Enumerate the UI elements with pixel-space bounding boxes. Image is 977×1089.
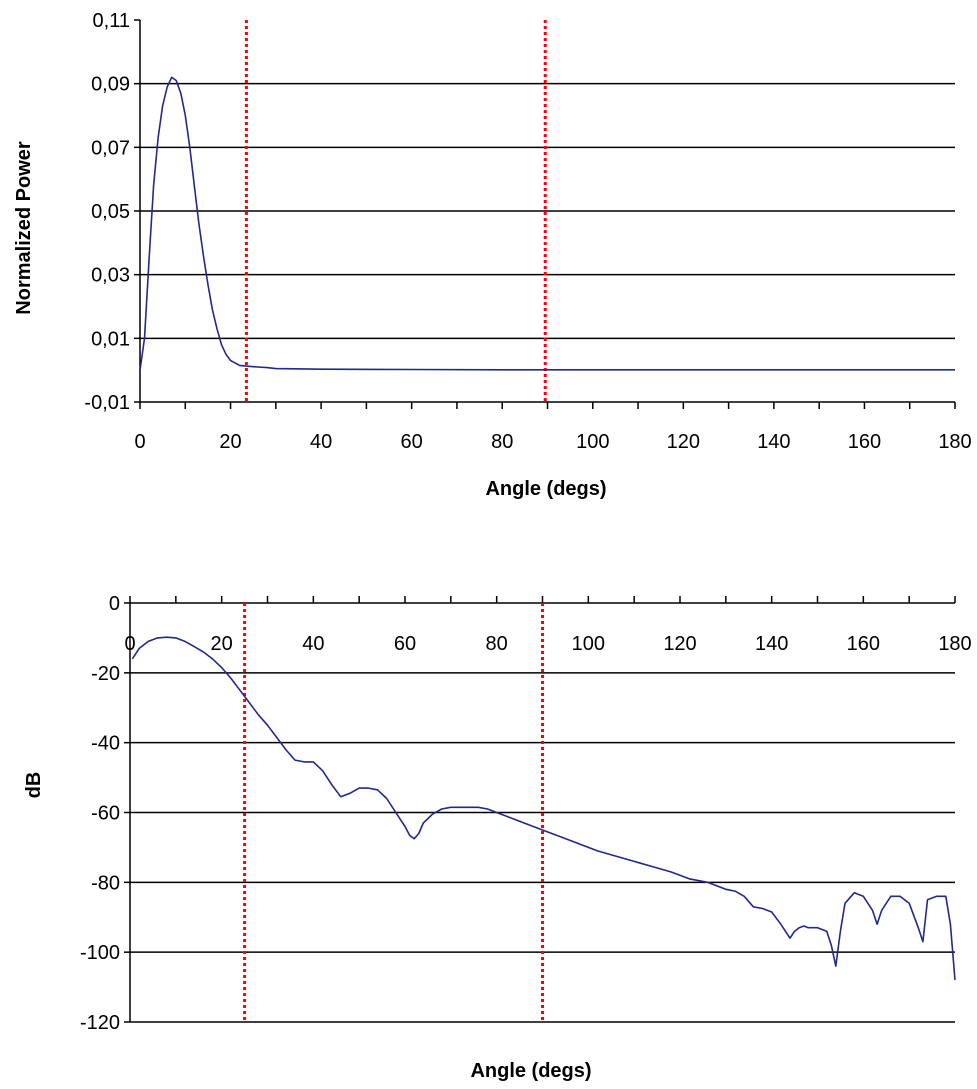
- y-axis-title-power: Normalized Power: [13, 141, 35, 315]
- x-axis-title-power: Angle (degs): [485, 478, 606, 500]
- x-tick-label-db: 180: [938, 633, 971, 655]
- y-tick-label-db: -100: [80, 942, 120, 964]
- x-tick-label-db: 20: [211, 633, 233, 655]
- x-tick-label-power: 20: [219, 431, 241, 453]
- y-tick-label-power: 0,01: [91, 328, 130, 350]
- x-tick-label-power: 120: [667, 431, 700, 453]
- x-tick-label-power: 40: [310, 431, 332, 453]
- x-tick-label-power: 80: [491, 431, 513, 453]
- x-tick-label-power: 140: [757, 431, 790, 453]
- x-tick-label-db: 40: [302, 633, 324, 655]
- y-tick-label-power: -0,01: [84, 392, 130, 414]
- chart-power: -0,01 0,01 0,03 0,05 0,07 0,09 0,11 0 20 40 60 80 10…: [13, 10, 972, 500]
- y-tick-label-power: 0,07: [91, 137, 130, 159]
- x-tick-label-power: 180: [938, 431, 971, 453]
- x-tick-label-power: 0: [134, 431, 145, 453]
- x-tick-label-power: 160: [848, 431, 881, 453]
- series-line-db: [131, 636, 956, 981]
- y-tick-label-power: 0,05: [91, 201, 130, 223]
- y-tick-label-db: -80: [91, 872, 120, 894]
- y-tick-label-db: -40: [91, 733, 120, 755]
- y-tick-label-db: -120: [80, 1012, 120, 1034]
- y-tick-label-power: 0,03: [91, 265, 130, 287]
- series-line-power: [139, 76, 955, 371]
- y-tick-label-db: 0: [109, 593, 120, 615]
- y-tick-label-power: 0,09: [91, 74, 130, 96]
- y-tick-label-db: -20: [91, 663, 120, 685]
- y-axis-title-db: dB: [23, 772, 45, 799]
- x-tick-label-db: 120: [663, 633, 696, 655]
- x-tick-label-db: 60: [394, 633, 416, 655]
- x-tick-label-db: 160: [847, 633, 880, 655]
- x-tick-label-power: 100: [576, 431, 609, 453]
- x-tick-label-db: 140: [755, 633, 788, 655]
- y-tick-label-power: 0,11: [93, 10, 130, 32]
- x-tick-label-db: 80: [486, 633, 508, 655]
- x-axis-title-db: Angle (degs): [470, 1060, 591, 1082]
- x-tick-label-db: 0: [124, 633, 135, 655]
- x-tick-label-db: 100: [572, 633, 605, 655]
- x-tick-label-power: 60: [401, 431, 423, 453]
- y-tick-label-db: -60: [91, 803, 120, 825]
- plot-area-power: -0,01 0,01 0,03 0,05 0,07 0,09 0,11 0 20 40 60 80 10…: [84, 10, 971, 453]
